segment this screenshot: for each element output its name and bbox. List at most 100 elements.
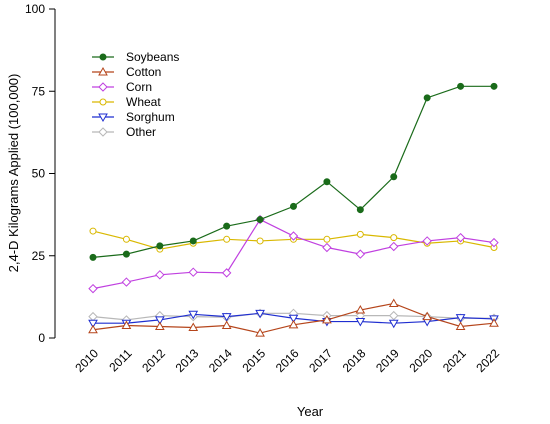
data-point-sorghum <box>388 319 399 329</box>
data-point-sorghum <box>154 316 165 325</box>
legend-label: Cotton <box>126 65 161 79</box>
data-point-wheat <box>323 235 331 243</box>
series <box>88 82 499 337</box>
data-point-corn <box>188 267 198 277</box>
data-point-cotton <box>154 321 165 330</box>
legend-swatch-marker <box>98 82 108 92</box>
legend-item-soybeans: Soybeans <box>92 50 179 64</box>
x-tick-label: 2018 <box>340 346 369 375</box>
data-point-cotton <box>88 324 98 334</box>
data-point-sorghum <box>455 314 466 323</box>
data-point-soybeans <box>89 253 97 261</box>
y-tick-label: 50 <box>32 167 46 181</box>
data-point-other <box>389 310 399 321</box>
series-line-corn <box>92 218 495 290</box>
data-point-wheat <box>390 234 398 242</box>
legend-swatch-marker <box>99 53 107 61</box>
data-point-corn <box>389 241 399 252</box>
legend-label: Wheat <box>126 95 161 109</box>
data-point-soybeans <box>423 94 431 102</box>
x-tick-label: 2020 <box>407 346 436 375</box>
x-tick-label: 2022 <box>473 346 502 375</box>
data-point-corn <box>322 242 332 253</box>
data-point-wheat <box>223 235 231 243</box>
data-point-cotton <box>322 314 332 324</box>
data-point-soybeans <box>457 82 465 90</box>
legend-item-cotton: Cotton <box>92 65 161 79</box>
x-tick-label: 2015 <box>239 346 268 375</box>
data-point-other <box>88 311 98 322</box>
data-point-cotton <box>355 305 366 314</box>
data-point-cotton <box>422 311 433 321</box>
y-tick-label: 100 <box>25 2 45 16</box>
data-point-sorghum <box>221 313 232 322</box>
data-point-cotton <box>388 298 399 307</box>
x-tick-label: 2021 <box>440 346 469 375</box>
x-tick-label: 2014 <box>206 346 235 375</box>
data-point-soybeans <box>156 242 164 250</box>
y-ticks: 0 25 50 75 100 <box>25 2 55 345</box>
data-point-corn <box>155 270 165 280</box>
data-point-soybeans <box>122 250 130 258</box>
data-point-soybeans <box>390 173 398 181</box>
data-point-soybeans <box>490 82 498 90</box>
y-tick-label: 25 <box>32 249 46 263</box>
legend-label: Soybeans <box>126 50 179 64</box>
data-point-corn <box>88 283 98 294</box>
series-soybeans <box>89 82 498 261</box>
data-point-sorghum <box>355 318 366 327</box>
data-point-corn <box>455 232 466 243</box>
legend-item-other: Other <box>92 125 156 139</box>
data-point-cotton <box>121 320 132 329</box>
data-point-cotton <box>188 322 199 331</box>
data-point-soybeans <box>223 222 231 230</box>
data-point-wheat <box>256 237 264 245</box>
y-axis-title: 2,4-D Kilograms Applied (100,000) <box>6 74 21 273</box>
data-point-wheat <box>356 230 364 238</box>
legend-label: Corn <box>126 80 152 94</box>
data-point-corn <box>489 237 499 248</box>
x-tick-label: 2012 <box>139 346 168 375</box>
x-tick-label: 2016 <box>273 346 302 375</box>
data-point-sorghum <box>288 314 299 324</box>
x-tick-label: 2019 <box>373 346 402 375</box>
x-ticks: 2010 2011 2012 2013 2014 2015 2016 2017 2018 2019… <box>72 346 502 375</box>
legend-swatch-marker <box>98 113 108 123</box>
legend-label: Sorghum <box>126 110 175 124</box>
legend-swatch-marker <box>99 98 107 106</box>
legend-item-sorghum: Sorghum <box>92 110 175 124</box>
data-point-cotton <box>221 320 232 329</box>
data-point-soybeans <box>356 206 364 214</box>
legend-swatch-marker <box>98 66 108 76</box>
data-point-cotton <box>455 321 466 330</box>
data-point-cotton <box>255 328 265 337</box>
data-point-soybeans <box>256 216 264 224</box>
data-point-soybeans <box>290 202 297 210</box>
x-tick-label: 2011 <box>106 346 134 374</box>
legend-swatch-marker <box>98 127 108 137</box>
data-point-corn <box>121 277 132 287</box>
data-point-cotton <box>288 319 299 329</box>
data-point-wheat <box>89 227 97 235</box>
data-point-sorghum <box>255 309 265 319</box>
series-corn <box>88 214 499 294</box>
x-tick-label: 2017 <box>306 346 335 375</box>
data-point-soybeans <box>189 237 197 245</box>
legend-label: Other <box>126 125 156 139</box>
legend-item-corn: Corn <box>92 80 152 94</box>
data-point-corn <box>288 231 299 241</box>
data-point-corn <box>221 268 232 278</box>
y-tick-label: 75 <box>32 84 46 98</box>
series-cotton <box>88 298 499 337</box>
data-point-soybeans <box>323 178 331 186</box>
x-tick-label: 2010 <box>72 346 101 375</box>
y-tick-label: 0 <box>38 331 45 345</box>
data-point-corn <box>355 249 366 259</box>
x-tick-label: 2013 <box>173 346 202 375</box>
data-point-sorghum <box>88 319 98 329</box>
data-point-wheat <box>122 235 130 243</box>
data-point-corn <box>422 236 432 246</box>
